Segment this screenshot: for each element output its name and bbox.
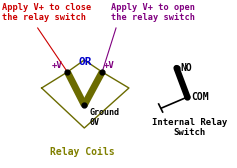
Text: Relay Coils: Relay Coils: [50, 147, 115, 157]
Text: Apply V+ to open: Apply V+ to open: [111, 3, 195, 12]
Text: +V: +V: [52, 61, 63, 70]
Text: +V: +V: [104, 61, 115, 70]
Text: COM: COM: [191, 92, 209, 102]
Text: NO: NO: [181, 63, 192, 73]
Text: the relay switch: the relay switch: [111, 13, 195, 22]
Text: the relay switch: the relay switch: [2, 13, 86, 22]
Text: Ground
0V: Ground 0V: [89, 108, 119, 127]
Text: Internal Relay
Switch: Internal Relay Switch: [152, 118, 227, 137]
Text: OR: OR: [78, 57, 91, 67]
Text: Apply V+ to close: Apply V+ to close: [2, 3, 91, 12]
